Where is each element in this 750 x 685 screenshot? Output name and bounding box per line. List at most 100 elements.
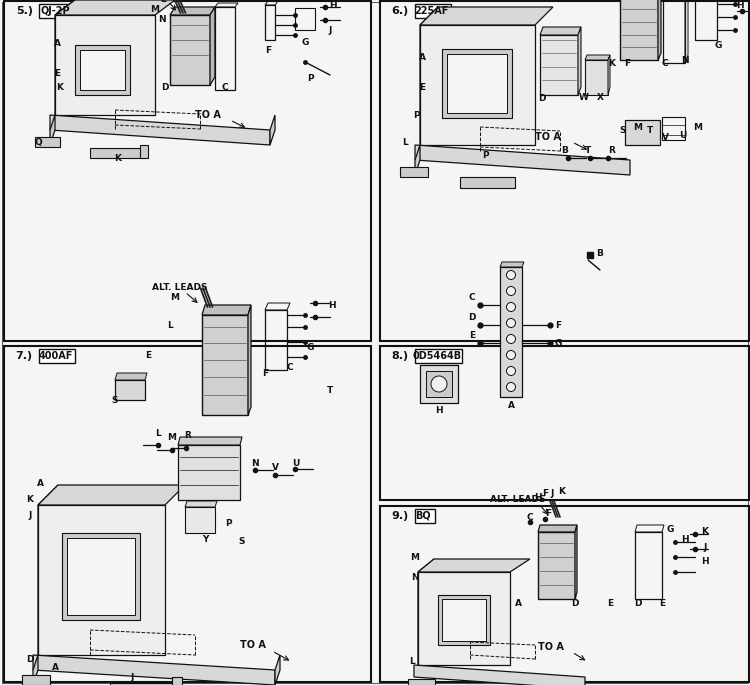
Polygon shape bbox=[55, 0, 175, 15]
Text: 5.): 5.) bbox=[16, 6, 33, 16]
Text: P: P bbox=[482, 151, 488, 160]
Text: W: W bbox=[579, 92, 589, 101]
Bar bbox=[420, 365, 458, 403]
Bar bbox=[39, 4, 75, 18]
Text: H: H bbox=[701, 558, 709, 566]
Text: J: J bbox=[328, 25, 332, 34]
Text: 6.): 6.) bbox=[392, 6, 409, 16]
Bar bbox=[80, 50, 125, 90]
Polygon shape bbox=[538, 525, 577, 532]
Bar bbox=[447, 54, 507, 113]
Circle shape bbox=[431, 376, 447, 392]
Polygon shape bbox=[620, 0, 658, 60]
Text: B: B bbox=[596, 249, 604, 258]
Bar bbox=[75, 45, 130, 95]
Text: C: C bbox=[526, 512, 533, 521]
Text: V: V bbox=[662, 132, 668, 142]
Bar bbox=[172, 677, 182, 685]
Polygon shape bbox=[414, 665, 585, 685]
Text: A: A bbox=[508, 401, 515, 410]
Polygon shape bbox=[658, 0, 661, 60]
Text: E: E bbox=[607, 599, 613, 608]
Polygon shape bbox=[625, 120, 660, 145]
Text: E: E bbox=[145, 351, 151, 360]
Polygon shape bbox=[578, 27, 581, 95]
Polygon shape bbox=[185, 501, 217, 507]
Polygon shape bbox=[420, 25, 535, 145]
Polygon shape bbox=[170, 7, 215, 15]
Polygon shape bbox=[418, 572, 510, 665]
Text: Q: Q bbox=[34, 138, 42, 147]
Bar bbox=[400, 167, 428, 177]
Text: R: R bbox=[184, 430, 191, 440]
Text: K: K bbox=[559, 486, 566, 495]
Text: L: L bbox=[167, 321, 172, 329]
Polygon shape bbox=[202, 305, 251, 315]
Text: M: M bbox=[167, 432, 176, 442]
Bar bbox=[415, 4, 451, 18]
Polygon shape bbox=[415, 145, 630, 175]
Polygon shape bbox=[33, 655, 38, 685]
Polygon shape bbox=[540, 35, 578, 95]
Text: F: F bbox=[265, 45, 271, 55]
Bar bbox=[442, 49, 512, 118]
Text: C: C bbox=[662, 58, 668, 68]
Text: H: H bbox=[534, 493, 542, 501]
Text: T: T bbox=[646, 125, 653, 134]
Bar bbox=[415, 349, 462, 363]
Polygon shape bbox=[275, 655, 280, 685]
Text: U: U bbox=[292, 458, 300, 467]
Polygon shape bbox=[170, 15, 210, 85]
Bar bbox=[426, 371, 452, 397]
Bar bbox=[90, 148, 145, 158]
Text: A: A bbox=[53, 38, 61, 47]
Circle shape bbox=[506, 351, 515, 360]
Text: N: N bbox=[158, 14, 166, 23]
Circle shape bbox=[506, 303, 515, 312]
Text: L: L bbox=[155, 429, 160, 438]
Circle shape bbox=[506, 382, 515, 392]
Bar bbox=[408, 679, 435, 685]
Polygon shape bbox=[538, 532, 575, 599]
Circle shape bbox=[506, 334, 515, 343]
Text: K: K bbox=[56, 82, 64, 92]
Polygon shape bbox=[540, 27, 581, 35]
Polygon shape bbox=[420, 7, 438, 145]
Text: 9.): 9.) bbox=[392, 510, 409, 521]
Text: A: A bbox=[419, 53, 425, 62]
Text: A: A bbox=[52, 662, 58, 671]
Bar bbox=[380, 346, 748, 500]
Text: ALT. LEADS: ALT. LEADS bbox=[152, 282, 208, 292]
Bar bbox=[62, 533, 140, 620]
Text: K: K bbox=[26, 495, 34, 504]
Text: G: G bbox=[714, 40, 722, 49]
Text: 8.): 8.) bbox=[392, 351, 409, 361]
Text: C: C bbox=[222, 82, 228, 92]
Text: S: S bbox=[112, 395, 118, 405]
Text: 0D5464B: 0D5464B bbox=[413, 351, 461, 361]
Bar bbox=[415, 508, 434, 523]
Text: F: F bbox=[624, 58, 630, 68]
Bar bbox=[35, 137, 60, 147]
Text: K: K bbox=[608, 58, 616, 68]
Text: F: F bbox=[542, 490, 548, 499]
Polygon shape bbox=[50, 115, 55, 145]
Polygon shape bbox=[38, 505, 165, 655]
Polygon shape bbox=[202, 315, 248, 415]
Text: F: F bbox=[545, 510, 551, 519]
Text: P: P bbox=[225, 519, 231, 527]
Text: J: J bbox=[704, 543, 706, 551]
Text: L: L bbox=[410, 658, 415, 667]
Text: C: C bbox=[469, 292, 476, 301]
Text: L: L bbox=[160, 0, 166, 3]
Text: V: V bbox=[272, 462, 278, 471]
Polygon shape bbox=[608, 55, 610, 95]
Bar bbox=[4, 346, 370, 682]
Polygon shape bbox=[270, 115, 275, 145]
Text: H: H bbox=[328, 301, 336, 310]
Text: H: H bbox=[681, 534, 688, 543]
Text: QJ-2P: QJ-2P bbox=[40, 6, 70, 16]
Text: D: D bbox=[161, 82, 169, 92]
Text: 400AF: 400AF bbox=[38, 351, 73, 361]
Text: M: M bbox=[634, 123, 643, 132]
